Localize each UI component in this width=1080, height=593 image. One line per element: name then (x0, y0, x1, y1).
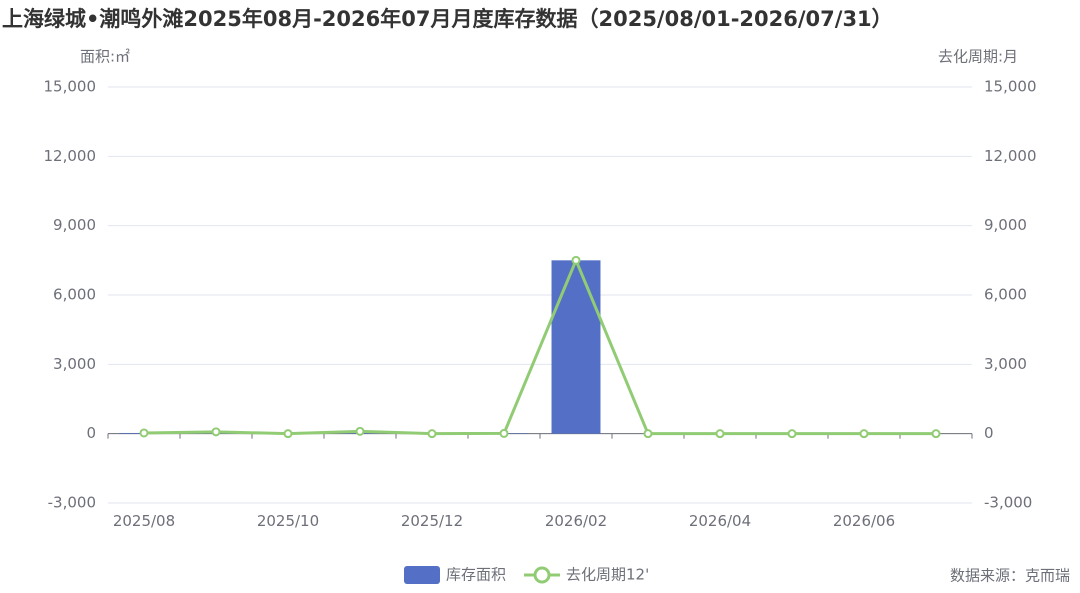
y2-tick-label: 12,000 (984, 147, 1037, 165)
x-tick-label: 2025/08 (113, 512, 175, 530)
line-point (931, 429, 941, 439)
line-point (787, 429, 797, 439)
line-point (643, 429, 653, 439)
y2-tick-label: 6,000 (984, 286, 1027, 304)
y-tick-label: 3,000 (53, 355, 96, 373)
legend-swatch (533, 566, 551, 584)
legend-label: 去化周期12' (566, 566, 649, 584)
bar (551, 260, 601, 434)
y2-tick-label: 15,000 (984, 78, 1037, 96)
y-tick-label: 0 (86, 424, 96, 442)
line-point (571, 255, 581, 265)
line-point (499, 428, 509, 438)
line-point (139, 428, 149, 438)
line-point (715, 429, 725, 439)
y2-tick-label: 0 (984, 424, 994, 442)
x-tick-label: 2026/04 (689, 512, 751, 530)
source: 数据来源：克而瑞 (950, 567, 1070, 585)
y-tick-label: -3,000 (48, 494, 96, 512)
y-tick-label: 6,000 (53, 286, 96, 304)
chart-title: 上海绿城•潮鸣外滩2025年08月-2026年07月月度库存数据（2025/08… (2, 7, 893, 31)
line-point (355, 426, 365, 436)
line-point (427, 429, 437, 439)
x-tick-label: 2025/12 (401, 512, 463, 530)
line-point (211, 427, 221, 437)
x-tick-label: 2026/06 (833, 512, 895, 530)
line (143, 256, 936, 436)
x-tick-label: 2025/10 (257, 512, 319, 530)
line-point (859, 429, 869, 439)
y2-tick-label: -3,000 (984, 494, 1032, 512)
y-tick-label: 15,000 (44, 78, 97, 96)
y-axis-label: 面积:㎡ (80, 48, 130, 66)
y-tick-label: 12,000 (44, 147, 97, 165)
y-tick-label: 9,000 (53, 216, 96, 234)
x-tick-label: 2026/02 (545, 512, 607, 530)
y2-tick-label: 9,000 (984, 216, 1027, 234)
legend-label: 库存面积 (446, 566, 506, 584)
line-point (283, 429, 293, 439)
y2-axis-label: 去化周期:月 (938, 48, 1018, 66)
legend-swatch (404, 566, 440, 584)
y2-tick-label: 3,000 (984, 355, 1027, 373)
